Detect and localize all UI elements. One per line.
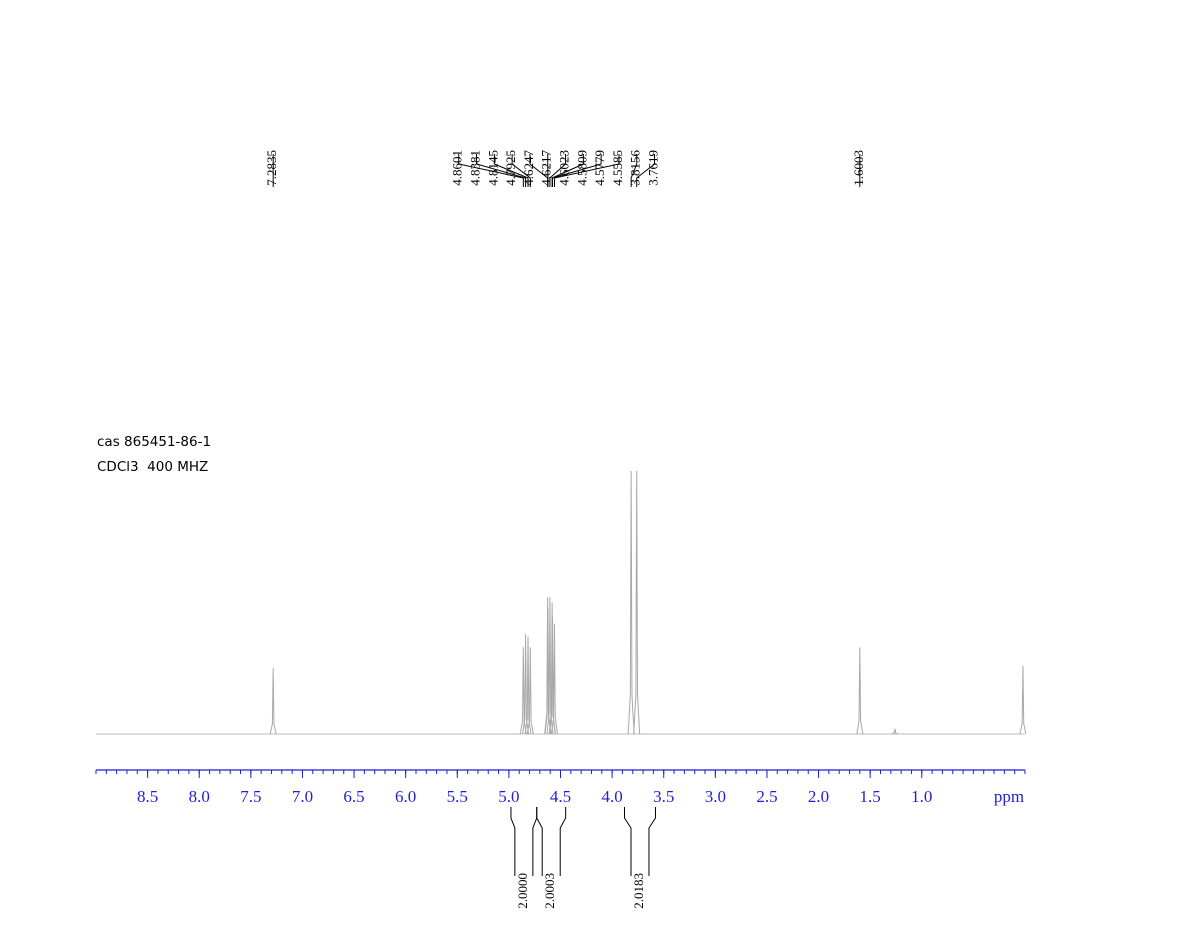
peak-label: 1.6003 (851, 150, 866, 186)
x-tick-label: 6.0 (395, 787, 416, 806)
x-tick-label: 6.5 (343, 787, 364, 806)
integral-bracket (536, 807, 567, 876)
integral-bracket (510, 807, 538, 876)
peak (548, 615, 556, 735)
peak (526, 647, 534, 735)
peak-connector (630, 154, 638, 187)
integral-label: 2.0000 (515, 873, 530, 909)
x-tick-label: 2.5 (756, 787, 777, 806)
x-tick-label: 8.5 (137, 787, 158, 806)
peak-connector (551, 154, 602, 187)
sample-label: cas 865451-86-1 (97, 434, 211, 450)
peak-label: 4.8145 (485, 150, 500, 186)
peak-connector (553, 154, 620, 187)
peak-connector (493, 154, 529, 187)
x-tick-label: 5.5 (447, 787, 468, 806)
peak-connector (458, 154, 524, 187)
conditions-label: CDCl3 400 MHZ (97, 459, 208, 475)
x-tick-label: 1.5 (860, 787, 881, 806)
peak (522, 634, 530, 735)
peak (550, 623, 558, 735)
peak (633, 470, 641, 735)
peak-label: 4.8601 (450, 150, 465, 186)
peak (269, 668, 277, 735)
peak-connector (476, 154, 527, 187)
peak-label: 3.7619 (646, 150, 661, 186)
peak-label: 4.8381 (468, 150, 483, 186)
peak-label: 4.6023 (557, 150, 572, 186)
x-tick-label: 2.0 (808, 787, 829, 806)
x-tick-label: 7.5 (240, 787, 261, 806)
peak-label: 4.6247 (521, 150, 536, 186)
integral-label: 2.0003 (542, 873, 557, 909)
integral-bracket (623, 807, 656, 876)
x-tick-label: 7.0 (292, 787, 313, 806)
peak-label: 4.6217 (539, 150, 554, 186)
peak-label: 4.5809 (574, 150, 589, 186)
x-tick-label: 3.5 (653, 787, 674, 806)
x-tick-label: 4.0 (601, 787, 622, 806)
peak (1019, 665, 1027, 735)
x-tick-label: 5.0 (498, 787, 519, 806)
x-tick-label: 3.0 (705, 787, 726, 806)
peak-connector (511, 154, 531, 187)
peak-label: 4.5585 (610, 150, 625, 186)
peak-label: 7.2835 (264, 150, 279, 186)
peak (856, 647, 864, 735)
peak-connector (636, 154, 656, 187)
x-tick-label: 4.5 (550, 787, 571, 806)
peak (524, 636, 532, 735)
x-tick-label: 1.0 (911, 787, 932, 806)
peak (544, 607, 552, 735)
x-axis-unit: ppm (994, 787, 1024, 806)
integral-label: 2.0183 (631, 873, 646, 909)
x-tick-label: 8.0 (189, 787, 210, 806)
peak (891, 728, 899, 735)
peak-label: 4.7925 (503, 150, 518, 186)
peak-connector (549, 154, 567, 187)
peak (627, 470, 635, 735)
peak (519, 647, 527, 735)
